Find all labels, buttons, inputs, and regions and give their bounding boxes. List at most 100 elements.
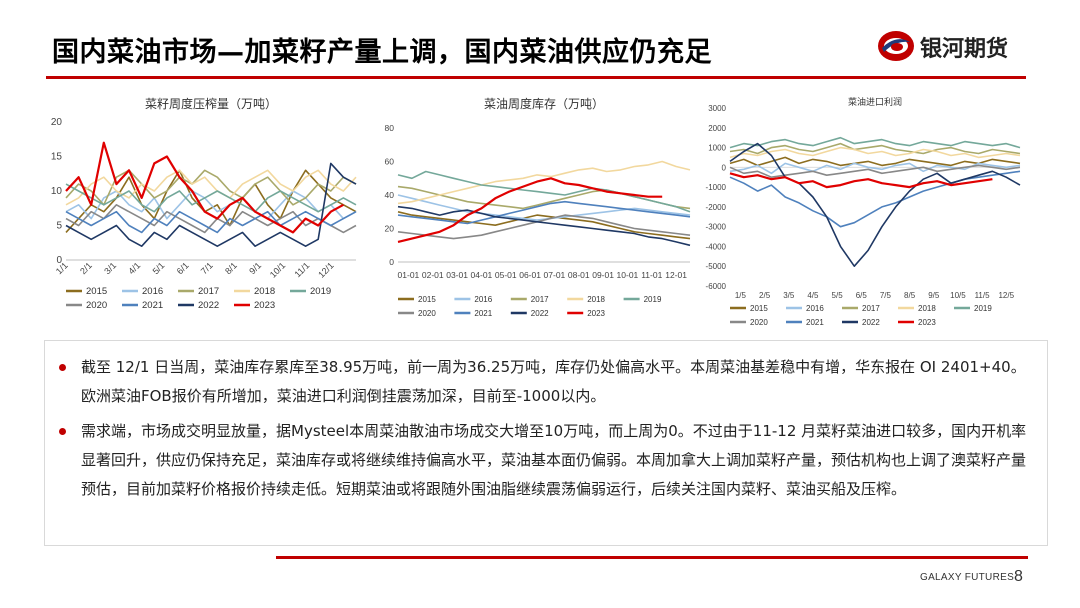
series-line-2023: [397, 177, 663, 243]
x-tick-label: 2/1: [78, 260, 94, 276]
series-line-2023: [65, 141, 344, 234]
x-tick-label: 8/1: [223, 260, 239, 276]
y-tick-label: 20: [385, 224, 395, 234]
series-line-2016: [397, 194, 691, 221]
x-tick-label: 12/1: [316, 260, 335, 279]
legend-label: 2022: [531, 309, 549, 318]
x-tick-label: 12/5: [998, 291, 1014, 300]
legend-label: 2022: [198, 300, 219, 311]
series-line-2018: [397, 160, 691, 205]
x-tick-label: 01-01: [398, 270, 420, 280]
logo-text: 银河期货: [920, 37, 1009, 62]
legend-label: 2018: [918, 304, 936, 313]
x-tick-label: 06-01: [519, 270, 541, 280]
series-line-2015: [65, 169, 357, 233]
series-line-2018: [729, 146, 1021, 159]
y-tick-label: -3000: [706, 223, 727, 232]
series-line-2022: [397, 205, 691, 247]
legend-label: 2018: [254, 286, 275, 297]
footer-divider: [276, 556, 1028, 559]
legend-label: 2020: [418, 309, 436, 318]
legend-label: 2023: [918, 318, 936, 327]
legend-label: 2022: [862, 318, 880, 327]
legend-label: 2021: [474, 309, 492, 318]
legend-label: 2019: [974, 304, 992, 313]
y-tick-label: 10: [51, 186, 63, 197]
legend-label: 2021: [806, 318, 824, 327]
x-tick-label: 4/5: [807, 291, 819, 300]
x-tick-label: 3/5: [783, 291, 795, 300]
title-divider: [46, 76, 1026, 79]
y-tick-label: 20: [51, 117, 63, 128]
legend-label: 2016: [806, 304, 824, 313]
x-tick-label: 9/5: [928, 291, 940, 300]
series-line-2016: [65, 190, 357, 220]
x-tick-label: 11/1: [293, 260, 312, 279]
chart-import-profit-svg: 菜油进口利润 3000 2000 1000 0 -1000 -2000 -3000 -4000 -…: [706, 96, 1021, 327]
x-tick-label: 11/5: [975, 291, 991, 300]
chart-rapeseed-oil-stock: 菜油周度库存（万吨） 0 20 40 60 80 01-01 02-01 03-01 04-01 0…: [370, 94, 700, 326]
series-line-2021: [397, 200, 691, 225]
legend-label: 2017: [862, 304, 880, 313]
bullet-dot-icon: [59, 428, 66, 435]
x-tick-label: 03-01: [446, 270, 468, 280]
x-tick-label: 02-01: [422, 270, 444, 280]
legend-label: 2019: [644, 295, 662, 304]
bullet-dot-icon: [59, 364, 66, 371]
series-line-2022: [65, 162, 357, 247]
x-tick-label: 6/1: [175, 260, 191, 276]
y-tick-label: -6000: [706, 282, 727, 291]
y-tick-label: 60: [385, 157, 395, 167]
page-title: 国内菜油市场—加菜籽产量上调，国内菜油供应仍充足: [52, 37, 712, 68]
y-tick-label: 80: [385, 123, 395, 133]
y-tick-label: -1000: [706, 183, 727, 192]
x-tick-label: 9/1: [247, 260, 263, 276]
series-line-2019: [65, 183, 357, 213]
y-tick-label: 3000: [708, 104, 726, 113]
y-tick-label: 15: [51, 152, 63, 163]
x-tick-label: 8/5: [904, 291, 916, 300]
bullet-text: 需求端，市场成交明显放量，据Mysteel本周菜油散油市场成交大增至10万吨，而…: [81, 422, 1027, 498]
bullet-text: 截至 12/1 日当周，菜油库存累库至38.95万吨，前一周为36.25万吨，库…: [81, 358, 1026, 405]
legend-label: 2019: [310, 286, 331, 297]
series-line-2019: [397, 170, 691, 213]
y-tick-label: -5000: [706, 262, 727, 271]
legend-label: 2021: [142, 300, 163, 311]
page-number: 8: [1014, 568, 1023, 585]
y-tick-label: 0: [56, 255, 62, 266]
legend-label: 2016: [142, 286, 163, 297]
series-line-2017: [729, 142, 1021, 155]
series-line-2020: [65, 204, 357, 234]
series-line-2019: [729, 136, 1021, 149]
x-tick-label: 5/1: [151, 260, 167, 276]
series-line-2022: [729, 142, 1021, 267]
x-tick-label: 08-01: [568, 270, 590, 280]
x-tick-label: 12-01: [665, 270, 687, 280]
y-tick-label: -2000: [706, 203, 727, 212]
series-line-2021: [65, 210, 357, 234]
y-tick-label: 0: [389, 257, 394, 267]
legend-label: 2015: [86, 286, 107, 297]
legend-label: 2018: [587, 295, 605, 304]
x-tick-label: 10-01: [617, 270, 639, 280]
x-tick-label: 5/5: [832, 291, 844, 300]
series-line-2018: [65, 169, 357, 206]
bullet-item: 截至 12/1 日当周，菜油库存累库至38.95万吨，前一周为36.25万吨，库…: [59, 353, 1037, 411]
x-tick-label: 7/5: [880, 291, 892, 300]
legend-label: 2017: [531, 295, 549, 304]
chart-title: 菜油进口利润: [848, 96, 902, 107]
legend-label: 2020: [86, 300, 107, 311]
chart-title: 菜油周度库存（万吨）: [484, 96, 604, 111]
x-tick-label: 4/1: [126, 260, 142, 276]
x-tick-label: 07-01: [544, 270, 566, 280]
legend-label: 2015: [750, 304, 768, 313]
legend-label: 2016: [474, 295, 492, 304]
y-tick-label: 2000: [708, 124, 726, 133]
series-line-2015: [729, 156, 1021, 167]
legend-label: 2023: [254, 300, 275, 311]
chart-rapeseed-crush: 菜籽周度压榨量（万吨） 0 5 10 15 20 1/1 2/1 3/1 4/1 5/1 6/1 7/1…: [36, 94, 366, 326]
series-line-2020: [397, 214, 691, 240]
legend-label: 2023: [587, 309, 605, 318]
